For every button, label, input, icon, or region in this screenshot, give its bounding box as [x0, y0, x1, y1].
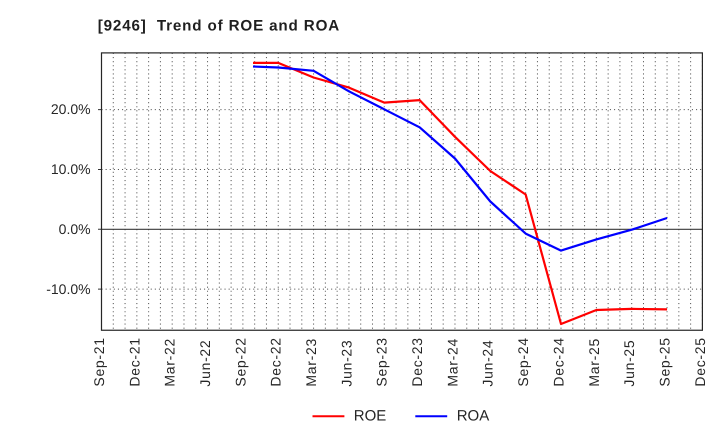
- svg-text:0.0%: 0.0%: [59, 221, 91, 237]
- svg-text:Dec-25: Dec-25: [692, 337, 708, 386]
- svg-text:Mar-25: Mar-25: [586, 338, 602, 387]
- svg-text:Sep-23: Sep-23: [374, 337, 390, 386]
- svg-text:Sep-22: Sep-22: [232, 337, 248, 386]
- svg-text:ROA: ROA: [457, 408, 490, 425]
- svg-text:Jun-23: Jun-23: [338, 340, 354, 387]
- svg-text:10.0%: 10.0%: [51, 161, 91, 177]
- svg-text:Dec-21: Dec-21: [126, 337, 142, 386]
- svg-text:Sep-25: Sep-25: [656, 337, 672, 386]
- svg-text:ROE: ROE: [354, 408, 387, 425]
- svg-text:Mar-22: Mar-22: [162, 338, 178, 387]
- svg-text:Dec-22: Dec-22: [268, 337, 284, 386]
- svg-text:Jun-24: Jun-24: [480, 340, 496, 387]
- svg-text:Mar-23: Mar-23: [303, 338, 319, 387]
- svg-text:Sep-24: Sep-24: [515, 337, 531, 386]
- svg-text:Jun-22: Jun-22: [197, 340, 213, 387]
- svg-text:Dec-24: Dec-24: [550, 337, 566, 386]
- svg-text:Sep-21: Sep-21: [91, 337, 107, 386]
- svg-text:Mar-24: Mar-24: [444, 338, 460, 387]
- svg-text:[9246] Trend of ROE and ROA: [9246] Trend of ROE and ROA: [98, 18, 340, 35]
- svg-text:Dec-23: Dec-23: [409, 337, 425, 386]
- svg-text:20.0%: 20.0%: [51, 101, 91, 117]
- svg-text:Jun-25: Jun-25: [621, 340, 637, 387]
- svg-text:-10.0%: -10.0%: [46, 281, 90, 297]
